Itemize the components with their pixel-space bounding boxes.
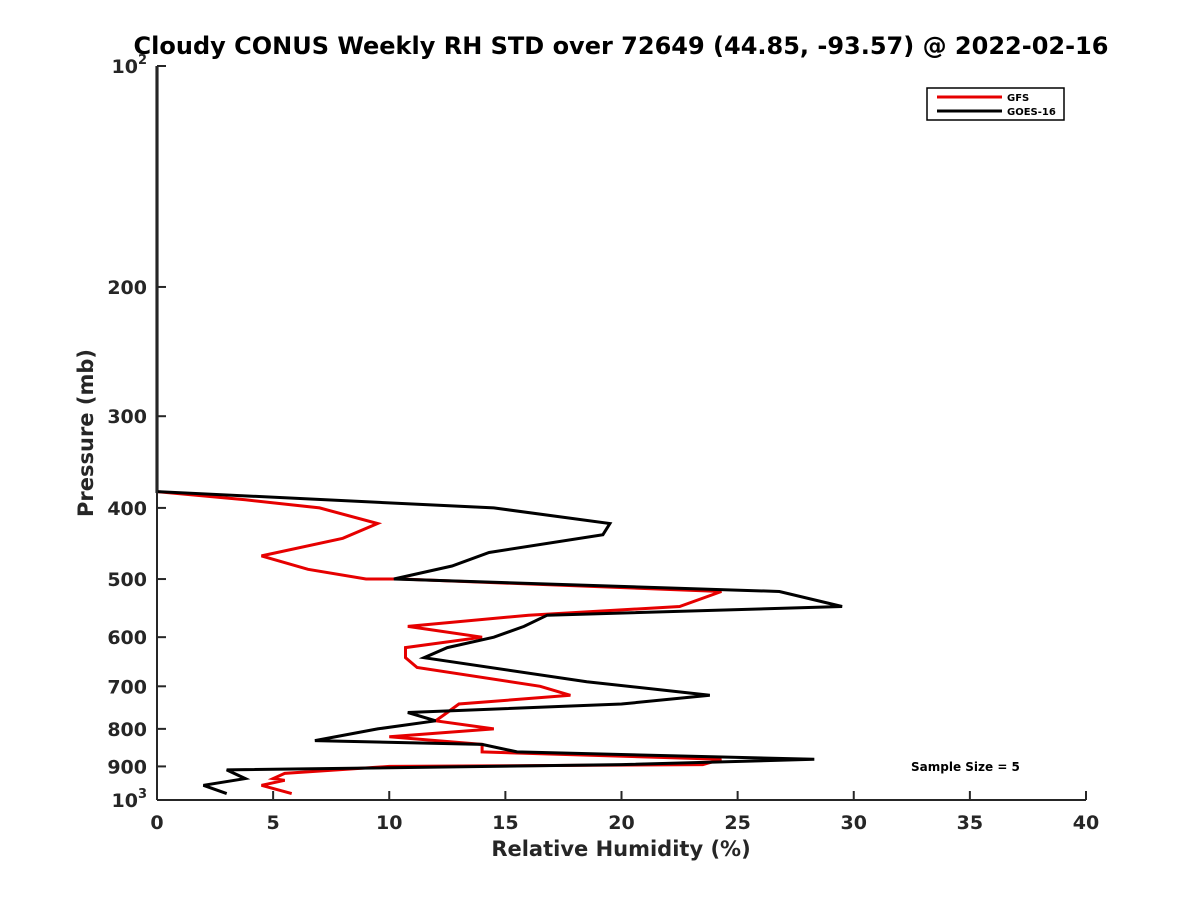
y-tick-label: 400 [107,498,147,520]
series-layer [155,66,843,796]
chart-title: Cloudy CONUS Weekly RH STD over 72649 (4… [134,32,1109,60]
x-tick-label: 25 [724,812,750,834]
y-tick-label: 200 [107,277,147,299]
y-tick-label: 103 [112,787,148,812]
x-axis-label: Relative Humidity (%) [491,837,750,861]
series-line-goes16 [155,66,843,796]
legend: GFS GOES-16 [926,87,1065,121]
y-tick-label: 600 [107,627,147,649]
x-tick-label: 20 [608,812,634,834]
x-tick-label: 15 [492,812,518,834]
x-tick-label: 5 [267,812,280,834]
y-tick-label: 800 [107,719,147,741]
x-tick-label: 40 [1073,812,1099,834]
y-tick-label: 500 [107,569,147,591]
y-tick-label: 700 [107,676,147,698]
x-ticks: 0 5 10 15 20 25 30 35 40 [150,791,1099,834]
y-tick-label: 900 [107,756,147,778]
y-tick-label: 300 [107,406,147,428]
legend-label-goes16: GOES-16 [1007,107,1056,118]
y-ticks: 102 200 300 400 500 600 700 800 900 103 [107,53,166,812]
y-axis-label: Pressure (mb) [74,349,98,517]
x-tick-label: 30 [841,812,867,834]
y-tick-label: 102 [112,53,148,78]
x-tick-label: 35 [957,812,983,834]
sample-size-annotation: Sample Size = 5 [911,760,1020,774]
series-line-gfs [155,66,722,796]
x-tick-label: 10 [376,812,402,834]
legend-box [926,87,1065,121]
x-tick-label: 0 [150,812,163,834]
axes-frame [156,66,1086,801]
legend-label-gfs: GFS [1007,93,1029,104]
